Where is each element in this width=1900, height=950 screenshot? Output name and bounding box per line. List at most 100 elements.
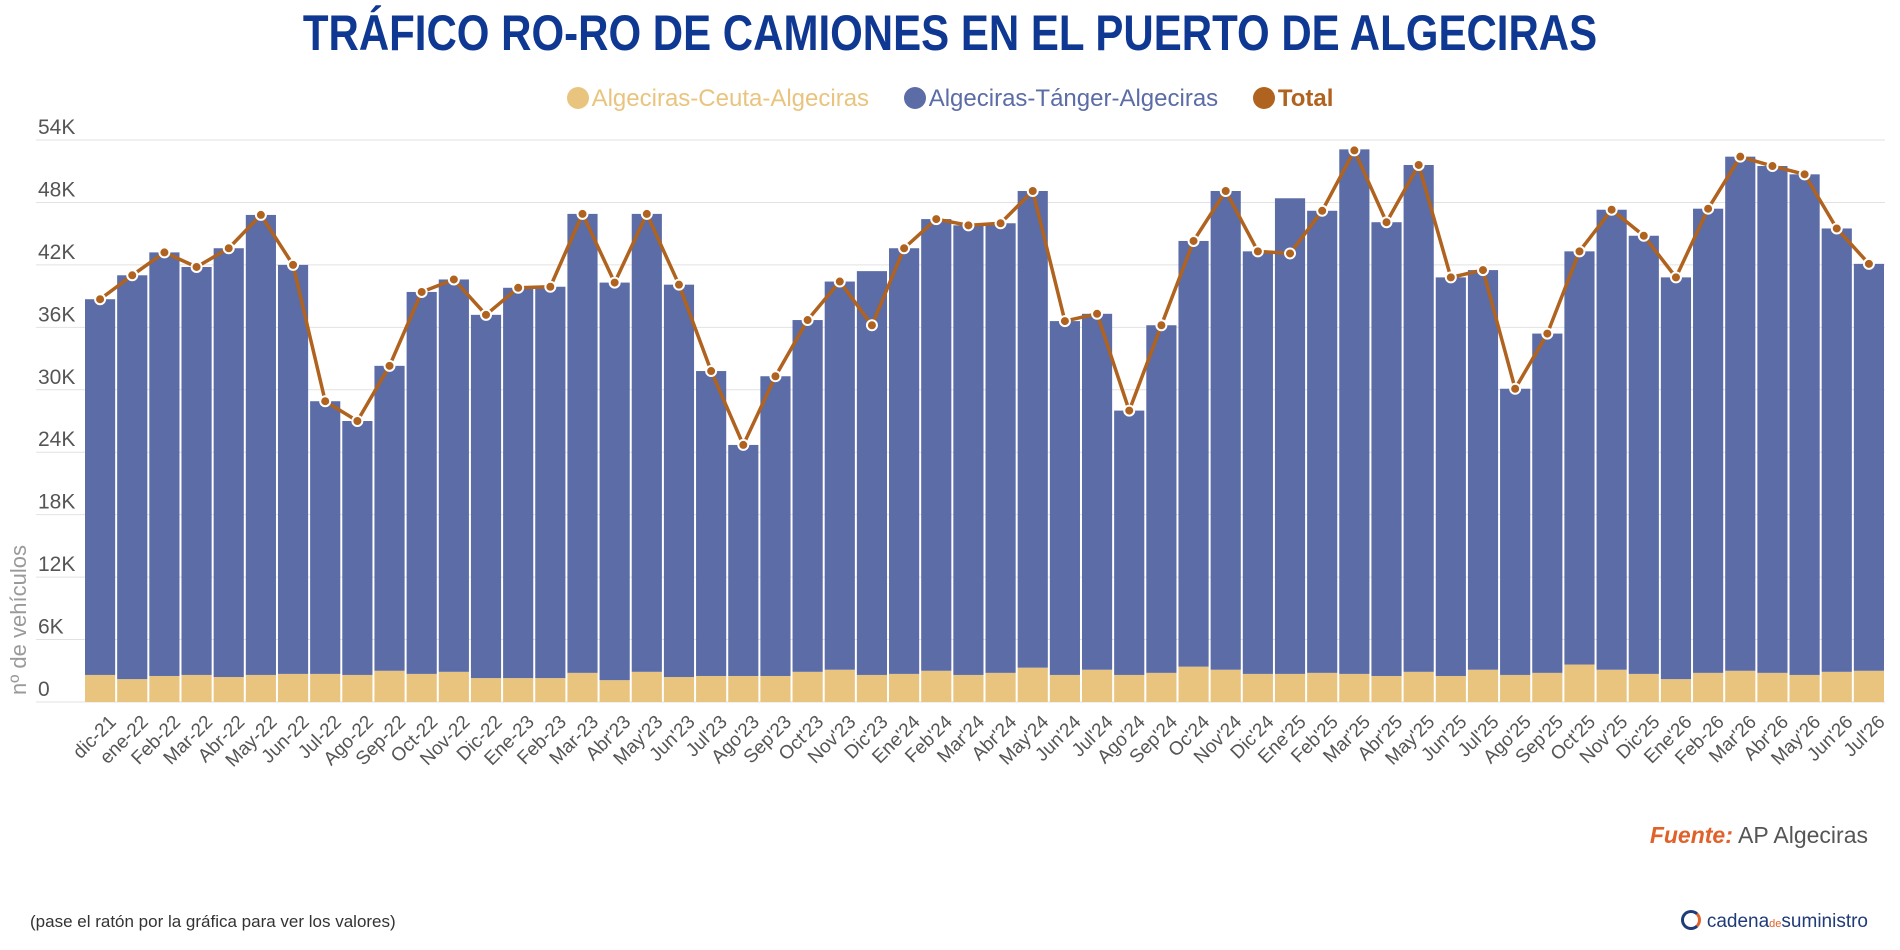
bar-tanger[interactable] xyxy=(985,223,1016,673)
total-point[interactable] xyxy=(254,208,267,221)
total-point[interactable] xyxy=(1284,247,1297,260)
bar-ceuta[interactable] xyxy=(889,673,920,702)
bar-ceuta[interactable] xyxy=(1853,670,1884,702)
total-point[interactable] xyxy=(1573,245,1586,258)
legend-item-total[interactable]: Total xyxy=(1252,85,1333,113)
bar-ceuta[interactable] xyxy=(985,672,1016,702)
bar-tanger[interactable] xyxy=(406,291,437,674)
bar-tanger[interactable] xyxy=(696,371,727,676)
total-point[interactable] xyxy=(190,260,203,273)
bar-ceuta[interactable] xyxy=(1210,669,1241,702)
bar-ceuta[interactable] xyxy=(1821,671,1852,702)
bar-ceuta[interactable] xyxy=(1532,672,1563,702)
total-point[interactable] xyxy=(705,365,718,378)
bar-tanger[interactable] xyxy=(535,286,566,679)
bar-tanger[interactable] xyxy=(663,284,695,678)
total-point[interactable] xyxy=(833,275,846,288)
bar-ceuta[interactable] xyxy=(1178,666,1209,702)
total-point[interactable] xyxy=(898,242,911,255)
bar-tanger[interactable] xyxy=(1178,240,1209,667)
bar-tanger[interactable] xyxy=(1371,222,1402,676)
bar-tanger[interactable] xyxy=(1660,277,1692,680)
bar-tanger[interactable] xyxy=(921,219,952,671)
bar-ceuta[interactable] xyxy=(953,674,984,702)
total-point[interactable] xyxy=(930,213,943,226)
bar-tanger[interactable] xyxy=(277,264,309,674)
total-point[interactable] xyxy=(512,281,525,294)
bar-tanger[interactable] xyxy=(1017,190,1048,668)
total-point[interactable] xyxy=(1798,168,1811,181)
total-line[interactable] xyxy=(94,144,1875,451)
bar-tanger[interactable] xyxy=(503,287,534,679)
bar-tanger[interactable] xyxy=(310,401,341,674)
total-point[interactable] xyxy=(865,319,878,332)
bar-ceuta[interactable] xyxy=(1403,671,1434,702)
bar-ceuta[interactable] xyxy=(1081,669,1113,702)
bar-tanger[interactable] xyxy=(1853,263,1884,671)
total-point[interactable] xyxy=(1219,184,1232,197)
total-point[interactable] xyxy=(1026,184,1039,197)
total-point[interactable] xyxy=(1187,234,1200,247)
total-point[interactable] xyxy=(415,285,428,298)
bar-tanger[interactable] xyxy=(245,214,276,675)
total-point[interactable] xyxy=(351,415,364,427)
bar-ceuta[interactable] xyxy=(1371,675,1402,702)
bar-tanger[interactable] xyxy=(631,213,662,672)
bar-tanger[interactable] xyxy=(792,320,823,672)
bar-tanger[interactable] xyxy=(213,248,244,678)
bar-tanger[interactable] xyxy=(1307,210,1338,673)
bar-tanger[interactable] xyxy=(1564,251,1595,665)
bar-tanger[interactable] xyxy=(1274,198,1306,674)
bar-ceuta[interactable] xyxy=(277,673,309,702)
bar-ceuta[interactable] xyxy=(1725,670,1756,702)
bar-tanger[interactable] xyxy=(1081,313,1113,670)
bar-tanger[interactable] xyxy=(438,279,469,672)
bar-tanger[interactable] xyxy=(1725,156,1756,671)
total-point[interactable] xyxy=(287,258,300,271)
total-point[interactable] xyxy=(1766,160,1779,173)
bar-tanger[interactable] xyxy=(1210,190,1241,670)
bar-ceuta[interactable] xyxy=(1242,673,1273,702)
legend-item-tanger[interactable]: Algeciras-Tánger-Algeciras xyxy=(903,85,1218,113)
bar-ceuta[interactable] xyxy=(856,674,888,702)
total-point[interactable] xyxy=(1058,315,1071,328)
bar-ceuta[interactable] xyxy=(1660,679,1692,702)
stacked-bar-chart[interactable]: 0 6K 12K 18K 24K 30K 36K 42K 48K 54K dic-21ene-22… xyxy=(0,0,1900,880)
brand-logo[interactable]: cadenadesuministro xyxy=(1680,910,1868,933)
total-point[interactable] xyxy=(544,280,557,293)
total-point[interactable] xyxy=(1605,203,1618,216)
bar-tanger[interactable] xyxy=(470,314,502,679)
bar-ceuta[interactable] xyxy=(1049,674,1080,702)
bar-ceuta[interactable] xyxy=(728,675,759,702)
bar-ceuta[interactable] xyxy=(1307,672,1338,702)
bar-tanger[interactable] xyxy=(149,252,180,676)
bar-ceuta[interactable] xyxy=(117,679,148,702)
bar-ceuta[interactable] xyxy=(1628,673,1659,702)
bar-ceuta[interactable] xyxy=(213,677,244,702)
bar-tanger[interactable] xyxy=(1403,164,1434,672)
bar-tanger[interactable] xyxy=(1146,325,1177,673)
bar-ceuta[interactable] xyxy=(406,673,437,702)
bar-tanger[interactable] xyxy=(824,281,855,670)
bar-tanger[interactable] xyxy=(374,365,405,671)
bar-tanger[interactable] xyxy=(1789,174,1820,675)
total-point[interactable] xyxy=(447,273,460,286)
total-point[interactable] xyxy=(801,314,814,327)
bar-tanger[interactable] xyxy=(85,299,116,675)
bar-ceuta[interactable] xyxy=(1146,672,1177,702)
total-point[interactable] xyxy=(222,242,235,255)
bar-ceuta[interactable] xyxy=(438,671,469,702)
total-point[interactable] xyxy=(1862,257,1875,270)
bar-ceuta[interactable] xyxy=(374,670,405,702)
bar-tanger[interactable] xyxy=(760,376,791,676)
bar-tanger[interactable] xyxy=(1821,228,1852,672)
bar-ceuta[interactable] xyxy=(149,675,180,702)
bar-ceuta[interactable] xyxy=(1339,673,1370,702)
total-point[interactable] xyxy=(769,370,782,383)
legend-item-ceuta[interactable]: Algeciras-Ceuta-Algeciras xyxy=(566,85,869,113)
total-point[interactable] xyxy=(126,269,139,282)
total-point[interactable] xyxy=(1734,150,1747,163)
total-point[interactable] xyxy=(1476,264,1489,277)
total-point[interactable] xyxy=(1444,271,1457,284)
bar-ceuta[interactable] xyxy=(1500,674,1531,702)
